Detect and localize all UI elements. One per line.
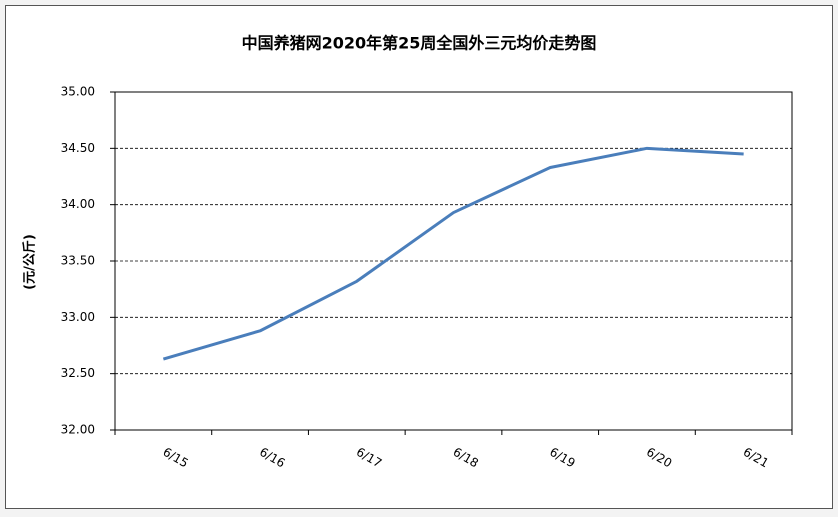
line-series: [162, 146, 744, 361]
y-axis-label: (元/公斤): [22, 234, 38, 290]
chart-frame: [5, 5, 833, 509]
y-tick-label: 32.50: [61, 366, 95, 380]
y-tick-label: 32.00: [61, 423, 95, 437]
chart-title: 中国养猪网2020年第25周全国外三元均价走势图: [242, 34, 597, 53]
y-tick-label: 34.00: [61, 197, 95, 211]
y-tick-label: 33.00: [61, 310, 95, 324]
plot-border: [114, 91, 793, 431]
y-tick-label: 34.50: [61, 141, 95, 155]
y-tick-label: 35.00: [61, 85, 95, 99]
y-tick-label: 33.50: [61, 254, 95, 268]
